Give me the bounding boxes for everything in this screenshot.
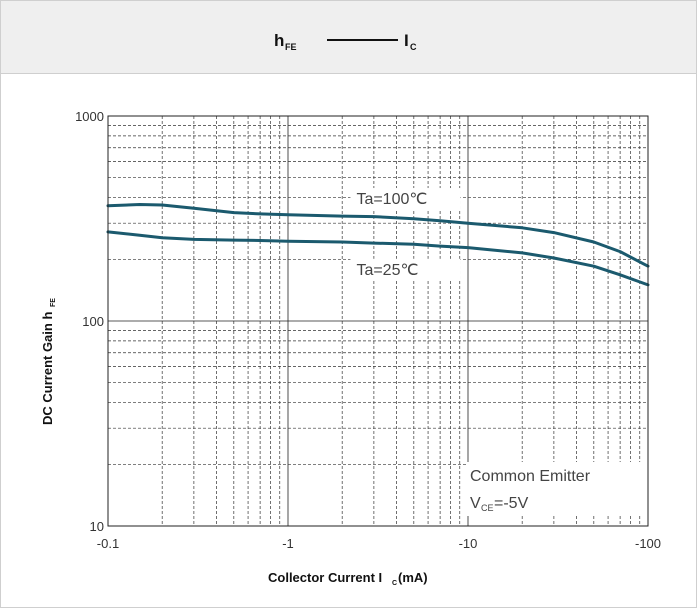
x-axis-label: Collector Current I C (mA) [268,570,428,587]
y-tick-label: 10 [90,519,104,534]
plot-frame [107,115,649,527]
x-axis-label-main: Collector Current I [268,570,382,585]
series-label-bg [350,258,461,281]
series-curve-ta-25 [106,230,650,287]
tick-labels: -0.1 -1 -10 -100 10 100 1000 [75,109,661,551]
y-axis-label-main: DC Current Gain h [40,312,55,425]
annotation-line2-rest: =-5V [494,495,529,512]
series-label-bg [350,188,461,211]
x-axis-label-sub: C [392,580,397,587]
y-tick-label: 1000 [75,109,104,124]
title-right-main: I [404,31,409,50]
series-label-ta-25: Ta=25℃ [356,262,418,279]
x-tick-label: -100 [635,536,661,551]
y-axis-label-sub: FE [50,298,57,307]
annotation-line2-main: V [470,495,481,512]
x-tick-label: -1 [282,536,294,551]
title-left-main: h [274,31,284,50]
series-label-ta-100: Ta=100℃ [356,191,427,208]
grid [107,116,648,527]
x-tick-label: -0.1 [97,536,119,551]
annotation-box [466,462,646,516]
chart-title: h FE I C [274,31,417,52]
y-tick-label: 100 [82,314,104,329]
annotation-line1: Common Emitter [470,468,591,485]
x-tick-label: -10 [459,536,478,551]
title-left-sub: FE [285,42,297,52]
series-labels: Ta=100℃ Ta=25℃ [350,188,461,281]
x-axis-label-unit: (mA) [398,570,428,585]
annotation-line2-sub: CE [481,503,494,513]
title-right-sub: C [410,42,417,52]
chart-header [1,1,696,74]
series-curve-ta-100 [106,203,650,268]
y-axis-label: DC Current Gain h FE [40,298,57,425]
curves [106,203,650,287]
